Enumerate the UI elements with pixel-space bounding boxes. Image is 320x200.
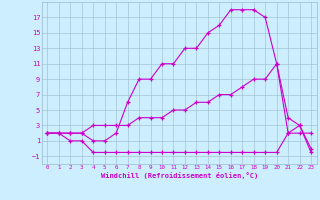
X-axis label: Windchill (Refroidissement éolien,°C): Windchill (Refroidissement éolien,°C) (100, 172, 258, 179)
